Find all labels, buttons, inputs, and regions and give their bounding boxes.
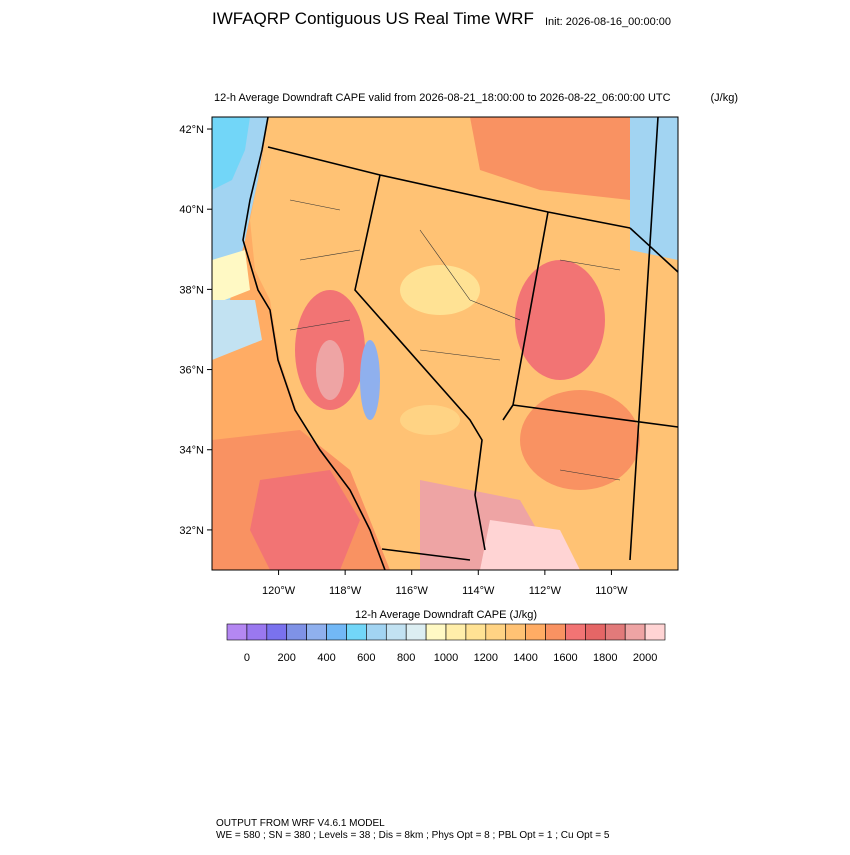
colorbar-swatch [246, 623, 268, 641]
colorbar-swatch [485, 623, 507, 641]
colorbar-tick-label: 1600 [553, 652, 577, 664]
colorbar: 0 200 400 600 800 1000 1200 1400 1600 1800 2000 [226, 623, 666, 664]
map-units: (J/kg) [711, 92, 739, 104]
colorbar-title: 12-h Average Downdraft CAPE (J/kg) [355, 609, 537, 621]
footer-line: WE = 580 ; SN = 380 ; Levels = 38 ; Dis … [216, 830, 610, 841]
lon-tick-label: 114°W [462, 585, 495, 597]
lon-tick-label: 118°W [329, 585, 362, 597]
colorbar-swatch [545, 623, 566, 641]
colorbar-swatch [286, 623, 307, 641]
lon-tick-label: 116°W [396, 585, 429, 597]
colorbar-tick-label: 200 [278, 652, 296, 664]
init-time: Init: 2026-08-16_00:00:00 [545, 16, 671, 28]
main-title: IWFAQRP Contiguous US Real Time WRF [212, 9, 534, 28]
lat-tick-label: 34°N [179, 445, 204, 457]
colorbar-swatch [346, 623, 367, 641]
footer-line: OUTPUT FROM WRF V4.6.1 MODEL [216, 818, 385, 829]
lat-tick-label: 42°N [179, 124, 204, 136]
colorbar-swatch [644, 623, 666, 641]
colorbar-swatch [565, 623, 586, 641]
map-frame [211, 116, 679, 571]
colorbar-swatch [366, 623, 387, 641]
lat-tick-label: 32°N [179, 525, 204, 537]
lon-tick-label: 110°W [595, 585, 628, 597]
colorbar-swatch [604, 623, 626, 641]
map-axes: 42°N 40°N 38°N 36°N 34°N 32°N 120°W 118°W 116°W 1… [179, 124, 628, 597]
colorbar-swatch [445, 623, 467, 641]
colorbar-swatch [425, 623, 447, 641]
colorbar-swatch [624, 623, 646, 641]
colorbar-tick-label: 0 [244, 652, 250, 664]
colorbar-swatch [306, 623, 327, 641]
colorbar-tick-label: 1400 [513, 652, 537, 664]
colorbar-swatch [505, 623, 526, 641]
colorbar-swatch [326, 623, 347, 641]
lat-tick-label: 38°N [179, 284, 204, 296]
colorbar-swatch [585, 623, 606, 641]
colorbar-swatch [465, 623, 487, 641]
map-title: 12-h Average Downdraft CAPE valid from 2… [214, 92, 671, 104]
lon-tick-label: 112°W [529, 585, 562, 597]
lat-tick-label: 36°N [179, 365, 204, 377]
colorbar-swatch [405, 623, 427, 641]
map-field [212, 117, 678, 570]
colorbar-swatch [385, 623, 407, 641]
colorbar-tick-label: 1000 [434, 652, 458, 664]
colorbar-swatch [525, 623, 546, 641]
colorbar-swatch [226, 623, 248, 641]
colorbar-tick-label: 800 [397, 652, 415, 664]
lat-tick-label: 40°N [179, 204, 204, 216]
colorbar-tick-label: 1200 [474, 652, 498, 664]
lon-tick-label: 120°W [262, 585, 296, 597]
colorbar-tick-label: 600 [357, 652, 375, 664]
colorbar-tick-label: 1800 [593, 652, 617, 664]
colorbar-tick-label: 2000 [633, 652, 657, 664]
colorbar-tick-label: 400 [317, 652, 335, 664]
colorbar-swatch [266, 623, 288, 641]
